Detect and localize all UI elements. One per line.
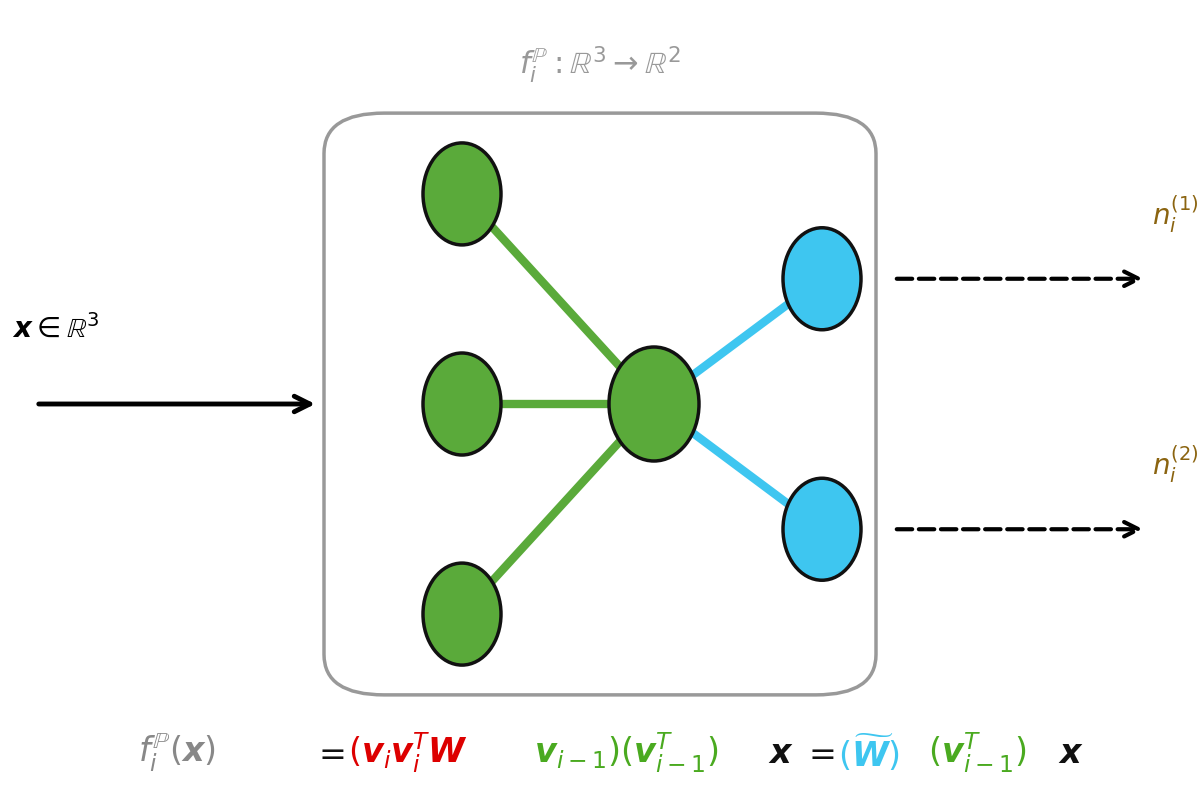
- Text: $f_i^{\mathbb{P}}(\boldsymbol{x})$: $f_i^{\mathbb{P}}(\boldsymbol{x})$: [138, 732, 216, 774]
- Ellipse shape: [424, 143, 502, 245]
- Ellipse shape: [610, 347, 698, 461]
- Ellipse shape: [784, 228, 862, 330]
- Text: $f_i^{\mathbb{P}}:\mathbb{R}^3 \rightarrow \mathbb{R}^2$: $f_i^{\mathbb{P}}:\mathbb{R}^3 \rightarr…: [520, 44, 680, 85]
- Text: $\boldsymbol{x}$: $\boldsymbol{x}$: [768, 737, 793, 769]
- Text: $\boldsymbol{v}_{i-1})(\boldsymbol{v}_{i-1}^T)$: $\boldsymbol{v}_{i-1})(\boldsymbol{v}_{i…: [534, 731, 719, 775]
- Text: $=$: $=$: [312, 737, 344, 769]
- Text: $\boldsymbol{x}$: $\boldsymbol{x}$: [1058, 737, 1084, 769]
- Text: $(\boldsymbol{v}_{i-1}^T)$: $(\boldsymbol{v}_{i-1}^T)$: [928, 731, 1026, 775]
- Text: $n_i^{(1)}(\boldsymbol{x})$: $n_i^{(1)}(\boldsymbol{x})$: [1152, 194, 1200, 234]
- Text: $\boldsymbol{x} \in \mathbb{R}^3$: $\boldsymbol{x} \in \mathbb{R}^3$: [12, 314, 100, 343]
- Text: $(\boldsymbol{v}_i\boldsymbol{v}_i^T\boldsymbol{W}$: $(\boldsymbol{v}_i\boldsymbol{v}_i^T\bol…: [348, 731, 468, 775]
- Ellipse shape: [784, 478, 862, 580]
- Text: $=$: $=$: [802, 737, 834, 769]
- Ellipse shape: [424, 563, 502, 665]
- Text: $n_i^{(2)}(\boldsymbol{x})$: $n_i^{(2)}(\boldsymbol{x})$: [1152, 444, 1200, 485]
- Ellipse shape: [424, 353, 502, 455]
- Text: $(\widetilde{\boldsymbol{W}})$: $(\widetilde{\boldsymbol{W}})$: [838, 733, 900, 773]
- FancyBboxPatch shape: [324, 113, 876, 695]
